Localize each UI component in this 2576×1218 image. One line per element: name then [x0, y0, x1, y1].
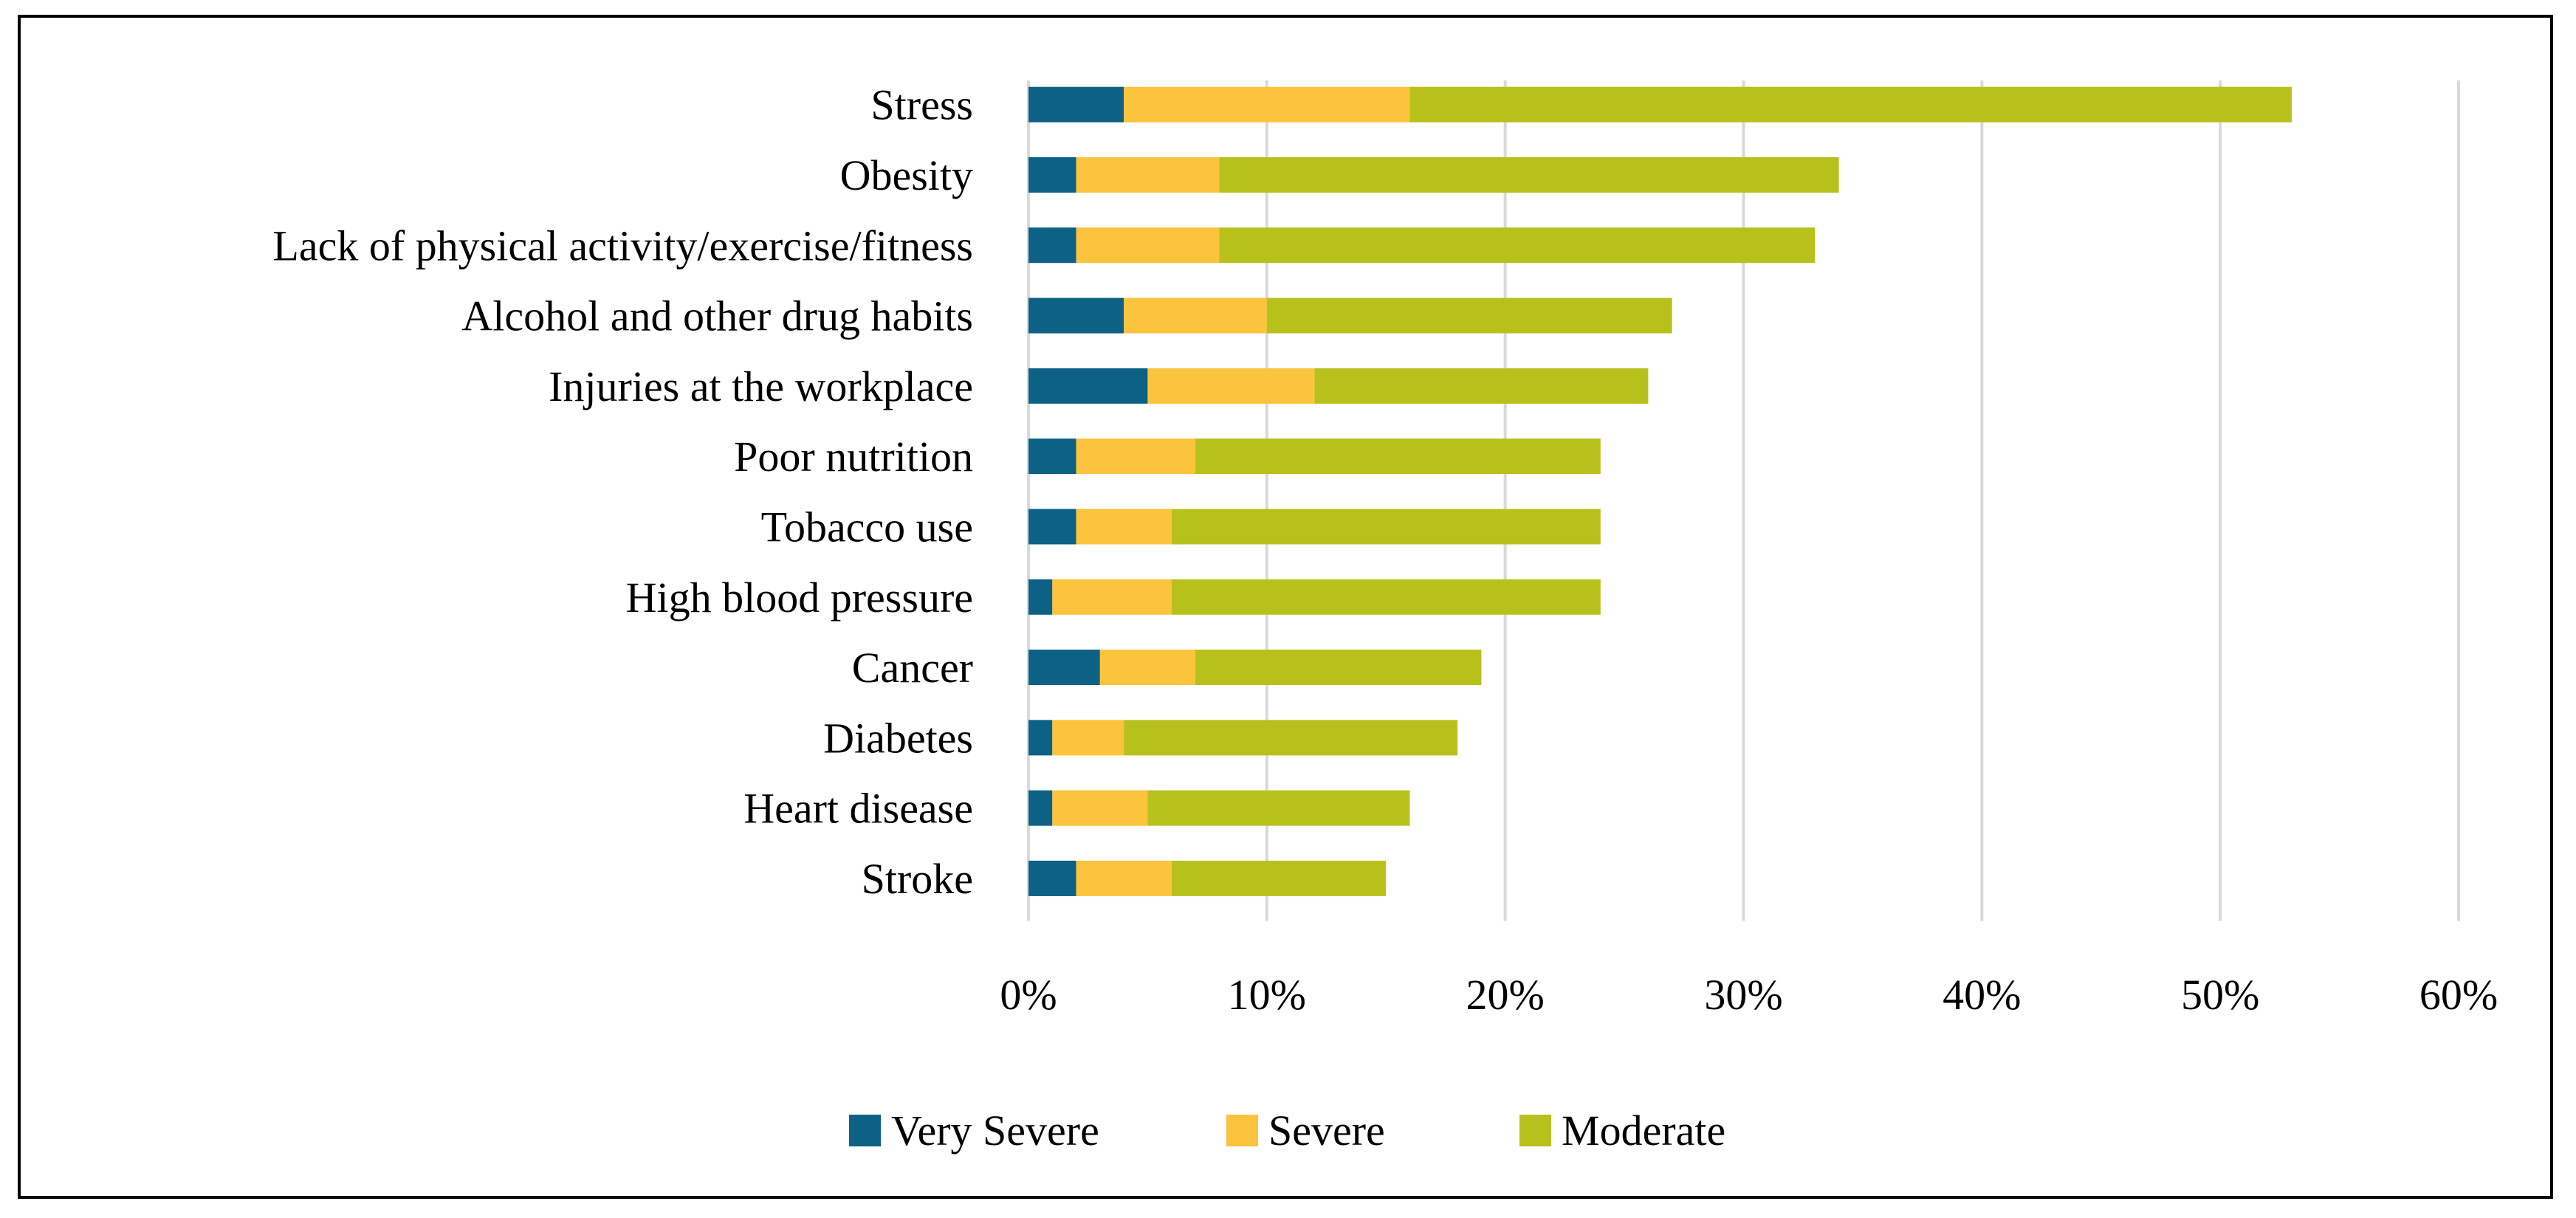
legend: Very Severe Severe Moderate — [849, 1107, 1725, 1155]
x-tick-label-40pct: 40% — [1943, 971, 2021, 1019]
bar-poor-nutrition-moderate — [1195, 438, 1601, 475]
x-tick-label-20pct: 20% — [1466, 971, 1545, 1019]
x-tick-label-50pct: 50% — [2181, 971, 2259, 1019]
category-labels: Stress Obesity Lack of physical activity/e… — [272, 81, 973, 903]
bar-tobacco-use-very-severe — [1028, 509, 1076, 545]
legend-swatch-severe — [1226, 1115, 1258, 1146]
category-label-lack-of-physical-activity-exercise-fitness: Lack of physical activity/exercise/fitne… — [272, 221, 973, 269]
legend-swatch-moderate — [1519, 1115, 1551, 1146]
bar-high-blood-pressure-very-severe — [1028, 579, 1053, 615]
bar-tobacco-use-moderate — [1171, 509, 1601, 545]
bar-stroke-very-severe — [1028, 860, 1076, 896]
bars — [1028, 86, 2292, 896]
chart-frame: Stress Obesity Lack of physical activity/e… — [18, 15, 2553, 1199]
bar-stress-very-severe — [1028, 86, 1124, 123]
gridlines — [1027, 80, 2460, 921]
category-label-cancer: Cancer — [852, 644, 973, 692]
category-label-poor-nutrition: Poor nutrition — [734, 433, 973, 481]
category-label-high-blood-pressure: High blood pressure — [626, 574, 973, 622]
stacked-bar-chart: Stress Obesity Lack of physical activity/e… — [272, 80, 2498, 1155]
bar-injuries-at-the-workplace-moderate — [1314, 368, 1649, 404]
x-tick-label-10pct: 10% — [1228, 971, 1306, 1019]
bar-obesity-moderate — [1219, 156, 1839, 193]
category-label-alcohol-and-other-drug-habits: Alcohol and other drug habits — [461, 292, 973, 340]
bar-heart-disease-very-severe — [1028, 790, 1053, 826]
bar-high-blood-pressure-severe — [1052, 579, 1172, 615]
bar-obesity-severe — [1076, 156, 1220, 193]
x-tick-label-0pct: 0% — [1000, 971, 1057, 1019]
bar-alcohol-and-other-drug-habits-moderate — [1266, 297, 1672, 334]
bar-stress-moderate — [1409, 86, 2292, 123]
x-axis-tick-labels: 0% 10% 20% 30% 40% 50% 60% — [1000, 971, 2498, 1019]
bar-obesity-very-severe — [1028, 156, 1076, 193]
bar-lack-of-physical-activity-exercise-fitness-very-severe — [1028, 227, 1076, 264]
bar-diabetes-very-severe — [1028, 720, 1053, 756]
bar-stroke-severe — [1076, 860, 1172, 896]
bar-heart-disease-severe — [1052, 790, 1148, 826]
bar-stroke-moderate — [1171, 860, 1387, 896]
category-label-obesity: Obesity — [840, 151, 973, 199]
bar-cancer-severe — [1099, 650, 1195, 686]
legend-label-severe: Severe — [1268, 1107, 1385, 1155]
bar-poor-nutrition-very-severe — [1028, 438, 1076, 475]
bar-high-blood-pressure-moderate — [1171, 579, 1601, 615]
bar-lack-of-physical-activity-exercise-fitness-moderate — [1219, 227, 1816, 264]
bar-poor-nutrition-severe — [1076, 438, 1195, 475]
bar-diabetes-moderate — [1124, 720, 1458, 756]
bar-alcohol-and-other-drug-habits-very-severe — [1028, 297, 1124, 334]
bar-cancer-moderate — [1195, 650, 1482, 686]
category-label-heart-disease: Heart disease — [743, 785, 973, 833]
category-label-diabetes: Diabetes — [823, 714, 973, 762]
bar-diabetes-severe — [1052, 720, 1124, 756]
category-label-injuries-at-the-workplace: Injuries at the workplace — [549, 362, 973, 410]
bar-lack-of-physical-activity-exercise-fitness-severe — [1076, 227, 1220, 264]
bar-cancer-very-severe — [1028, 650, 1100, 686]
bar-stress-severe — [1124, 86, 1410, 123]
category-label-tobacco-use: Tobacco use — [761, 503, 973, 551]
x-tick-label-60pct: 60% — [2419, 971, 2498, 1019]
bar-injuries-at-the-workplace-severe — [1147, 368, 1315, 404]
legend-swatch-very-severe — [849, 1115, 881, 1146]
legend-label-moderate: Moderate — [1562, 1107, 1725, 1155]
category-label-stroke: Stroke — [862, 855, 973, 903]
x-tick-label-30pct: 30% — [1704, 971, 1782, 1019]
legend-label-very-severe: Very Severe — [891, 1107, 1099, 1155]
bar-heart-disease-moderate — [1147, 790, 1410, 826]
bar-tobacco-use-severe — [1076, 509, 1172, 545]
bar-injuries-at-the-workplace-very-severe — [1028, 368, 1148, 404]
category-label-stress: Stress — [870, 81, 973, 129]
bar-alcohol-and-other-drug-habits-severe — [1124, 297, 1267, 334]
